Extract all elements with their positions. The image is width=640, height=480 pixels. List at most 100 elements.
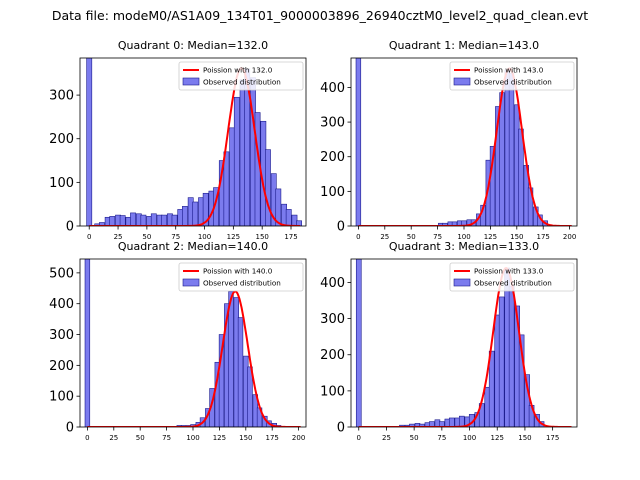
x-tick-label: 0 [87, 233, 91, 241]
histogram-bar [192, 201, 199, 226]
histogram-bar [130, 212, 136, 226]
axes-frame [350, 258, 578, 428]
histogram-bar [429, 421, 435, 427]
histogram-bar [237, 317, 244, 427]
panel-title: Quadrant 0: Median=132.0 [118, 39, 268, 52]
legend-box [449, 61, 575, 91]
panel-title: Quadrant 2: Median=140.0 [118, 240, 268, 253]
x-tick-label: 0 [85, 434, 89, 442]
y-tick-label: 0 [337, 220, 345, 235]
poisson-curve [358, 67, 572, 226]
legend-curve-label: Poission with 143.0 [474, 66, 544, 75]
histogram-bar [140, 214, 147, 226]
histogram-bar [285, 209, 292, 226]
y-tick-label: 0 [337, 421, 345, 436]
histogram-bar-zero [355, 58, 362, 226]
y-tick-label: 0 [66, 421, 74, 436]
y-tick-label: 300 [320, 312, 345, 327]
x-tick-label: 175 [284, 233, 297, 241]
x-tick-label: 100 [198, 233, 211, 241]
x-tick-label: 175 [537, 233, 550, 241]
plot-area [84, 259, 301, 427]
x-tick-label: 75 [437, 434, 446, 442]
legend-bar-swatch [182, 77, 200, 86]
legend: Poission with 143.0 Observed distribution [449, 61, 575, 91]
histogram-bar-zero [84, 259, 91, 427]
x-tick-label: 125 [491, 434, 504, 442]
histogram-bar [442, 222, 448, 226]
histogram-bar [119, 215, 126, 226]
x-tick-label: 50 [136, 434, 145, 442]
x-tick-label: 150 [510, 233, 523, 241]
histogram-bar [518, 334, 525, 427]
x-tick-label: 175 [266, 434, 279, 442]
x-tick-label: 75 [171, 233, 180, 241]
x-tick-label: 175 [546, 434, 559, 442]
legend-bar-swatch [453, 77, 471, 86]
x-tick-label: 200 [563, 233, 576, 241]
panel-title: Quadrant 1: Median=143.0 [389, 39, 539, 52]
histogram-bar [296, 220, 302, 226]
x-tick-label: 150 [518, 434, 531, 442]
quadrant-3-panel: Quadrant 3: Median=133.0 0 25 50 75 100 125 150… [320, 240, 578, 442]
x-tick-label: 100 [186, 434, 199, 442]
histogram-bar [409, 423, 415, 427]
histogram-bar [150, 213, 157, 226]
legend: Poission with 140.0 Observed distribution [178, 262, 304, 292]
figure-title: Data file: modeM0/AS1A09_134T01_90000038… [51, 8, 589, 23]
legend: Poission with 132.0 Observed distribution [178, 61, 304, 91]
x-tick-label: 25 [109, 434, 118, 442]
x-tick-label: 50 [142, 233, 151, 241]
y-tick-label: 300 [49, 328, 74, 343]
histogram-bar [99, 222, 105, 226]
x-tick-label: 50 [410, 434, 419, 442]
legend-box [178, 262, 304, 292]
histogram-bar [233, 96, 240, 226]
histogram-bar [498, 296, 505, 427]
legend-bar-swatch [182, 278, 200, 287]
plot-area [355, 58, 572, 226]
y-tick-label: 200 [49, 132, 74, 147]
x-tick-label: 25 [380, 233, 389, 241]
histogram-bar [218, 334, 225, 427]
histogram-bar [518, 128, 524, 226]
legend-bar-swatch [453, 278, 471, 287]
legend-curve-label: Poission with 132.0 [203, 66, 273, 75]
legend-bar-label: Observed distribution [203, 279, 281, 288]
x-tick-label: 75 [433, 233, 442, 241]
x-tick-label: 0 [357, 434, 361, 442]
x-tick-label: 100 [457, 233, 470, 241]
y-tick-label: 100 [320, 384, 345, 399]
legend-box [178, 61, 304, 91]
histogram-bar [508, 73, 515, 226]
x-tick-label: 200 [292, 434, 305, 442]
y-tick-label: 400 [320, 81, 345, 96]
y-tick-label: 200 [49, 359, 74, 374]
histogram-bar [247, 366, 253, 427]
x-tick-label: 125 [213, 434, 226, 442]
y-tick-label: 100 [49, 390, 74, 405]
histogram-bar-zero [86, 58, 93, 226]
histogram-bar [499, 92, 505, 226]
axes-frame [79, 57, 307, 227]
y-tick-label: 500 [49, 266, 74, 281]
quadrant-1-panel: Quadrant 1: Median=143.0 0 25 50 75 100 125 150… [320, 39, 578, 241]
histogram-bar-zero [355, 259, 362, 427]
poisson-curve [87, 290, 301, 427]
histogram-bar [223, 151, 230, 226]
histogram-bar [109, 216, 116, 226]
x-tick-label: 75 [162, 434, 171, 442]
quadrant-0-panel: Quadrant 0: Median=132.0 0 25 50 75 100 125 150… [49, 39, 307, 241]
histogram-bar [161, 214, 168, 226]
histogram-bar [182, 206, 188, 226]
histogram-bar [265, 149, 271, 226]
poisson-curve [358, 266, 572, 427]
quadrant-2-panel: Quadrant 2: Median=140.0 0 25 50 75 100 125 150… [49, 240, 307, 442]
y-tick-label: 300 [320, 116, 345, 131]
x-tick-label: 125 [227, 233, 240, 241]
x-tick-label: 150 [255, 233, 268, 241]
x-tick-label: 50 [407, 233, 416, 241]
x-tick-label: 25 [382, 434, 391, 442]
histogram-bar [439, 421, 445, 427]
